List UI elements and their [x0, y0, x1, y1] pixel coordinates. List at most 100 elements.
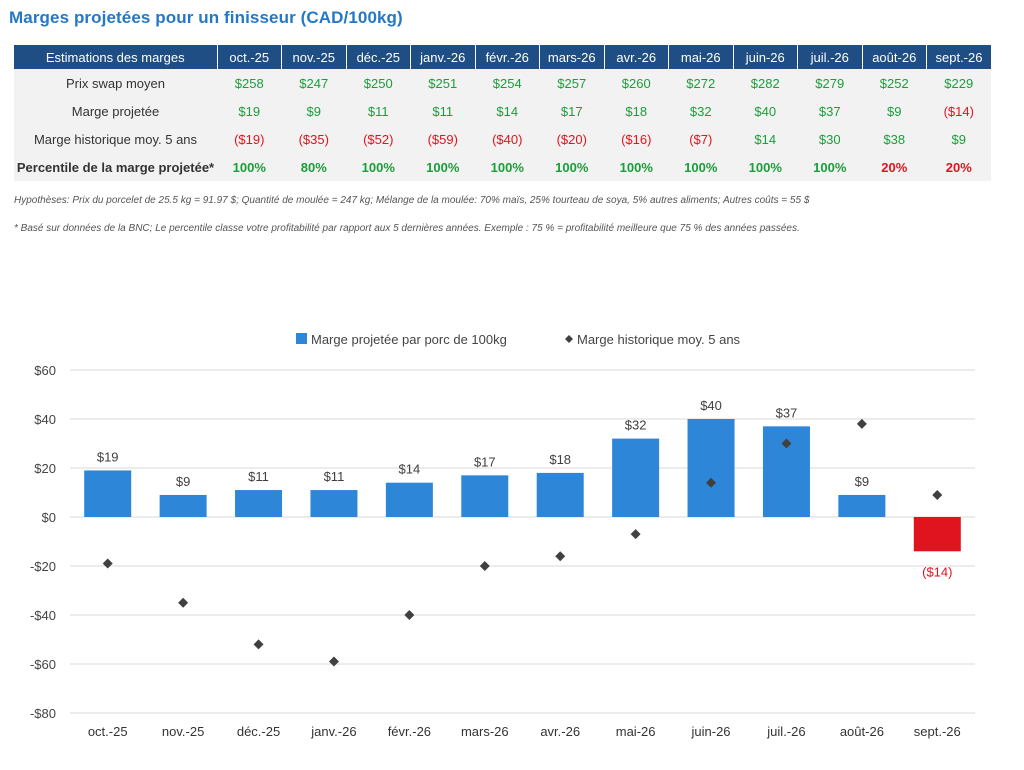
x-tick-label: juin-26 — [691, 724, 731, 739]
table-cell: 100% — [797, 153, 862, 181]
y-tick-label: -$60 — [30, 657, 56, 672]
table-cell: ($19) — [217, 125, 282, 153]
historical-marker — [253, 639, 264, 650]
table-month-header: mai-26 — [668, 45, 734, 69]
x-tick-label: sept.-26 — [914, 724, 961, 739]
x-tick-label: mars-26 — [461, 724, 509, 739]
hypotheses-note: Hypothèses: Prix du porcelet de 25.5 kg … — [14, 195, 810, 206]
legend-marker-label: Marge historique moy. 5 ans — [577, 332, 741, 347]
table-cell: $14 — [475, 97, 540, 125]
historical-marker — [328, 656, 339, 667]
y-tick-label: $60 — [34, 363, 56, 378]
table-cell: 80% — [281, 153, 346, 181]
table-month-header: nov.-25 — [281, 45, 347, 69]
table-cell: $257 — [539, 69, 604, 97]
bar-data-label: $9 — [855, 474, 869, 489]
table-cell: ($40) — [475, 125, 540, 153]
table-cell: ($7) — [668, 125, 733, 153]
table-row: Percentile de la marge projetée* 100% 80% 1… — [14, 153, 991, 181]
table-cell: $30 — [797, 125, 862, 153]
bar — [159, 494, 207, 517]
bar-data-label: $18 — [549, 452, 571, 467]
table-cell: 100% — [539, 153, 604, 181]
table-cell: $14 — [733, 125, 798, 153]
table-month-header: mars-26 — [539, 45, 605, 69]
footnote: * Basé sur données de la BNC; Le percent… — [14, 223, 800, 234]
y-tick-label: -$80 — [30, 706, 56, 721]
table-cell: $19 — [217, 97, 282, 125]
margins-table: Estimations des marges oct.-25 nov.-25 déc… — [14, 45, 991, 181]
table-cell: $9 — [926, 125, 991, 153]
table-cell: 100% — [217, 153, 282, 181]
table-cell: $250 — [346, 69, 411, 97]
y-tick-label: $0 — [42, 510, 56, 525]
table-cell: 20% — [862, 153, 927, 181]
table-cell: ($59) — [410, 125, 475, 153]
table-row-label: Marge historique moy. 5 ans — [14, 125, 217, 153]
bar-data-label: $37 — [776, 405, 798, 420]
bar — [687, 419, 735, 517]
table-cell: $282 — [733, 69, 798, 97]
table-cell: $229 — [926, 69, 991, 97]
bar-data-label: ($14) — [922, 564, 952, 579]
bar-data-label: $32 — [625, 418, 647, 433]
table-cell: ($35) — [281, 125, 346, 153]
table-cell: $9 — [281, 97, 346, 125]
table-row: Prix swap moyen $258 $247 $250 $251 $254 $257 $… — [14, 69, 991, 97]
y-tick-label: -$40 — [30, 608, 56, 623]
table-row-label: Prix swap moyen — [14, 69, 217, 97]
historical-marker — [479, 561, 490, 571]
historical-marker — [404, 610, 415, 620]
table-row: Marge projetée $19 $9 $11 $11 $14 $17 $18 $32 $40… — [14, 97, 991, 125]
table-cell: ($52) — [346, 125, 411, 153]
table-cell: $40 — [733, 97, 798, 125]
y-tick-label: -$20 — [30, 559, 56, 574]
legend-bar-label: Marge projetée par porc de 100kg — [311, 332, 507, 347]
y-tick-label: $20 — [34, 461, 56, 476]
table-row-label: Marge projetée — [14, 97, 217, 125]
table-body: Prix swap moyen $258 $247 $250 $251 $254 $257 $… — [14, 69, 991, 181]
bar-data-label: $14 — [399, 462, 421, 477]
legend-bar-swatch — [296, 333, 307, 344]
table-month-header: janv.-26 — [410, 45, 476, 69]
table-cell: 100% — [475, 153, 540, 181]
table-month-header: févr.-26 — [475, 45, 540, 69]
x-tick-label: avr.-26 — [540, 724, 580, 739]
table-cell: $251 — [410, 69, 475, 97]
table-cell: 100% — [604, 153, 669, 181]
table-cell: $37 — [797, 97, 862, 125]
table-cell: $18 — [604, 97, 669, 125]
historical-marker — [630, 529, 641, 540]
table-month-header: août-26 — [862, 45, 927, 69]
legend-marker-swatch — [565, 335, 573, 343]
table-cell: 100% — [668, 153, 733, 181]
margin-chart: $60 $40 $20 $0 -$20 -$40 -$60 -$80 oct.-25 nov.-2… — [30, 332, 975, 739]
y-tick-label: $40 — [34, 412, 56, 427]
bar — [913, 517, 961, 552]
bar-data-label: $9 — [176, 474, 190, 489]
x-tick-label: mai-26 — [616, 724, 656, 739]
table-corner-header: Estimations des marges — [14, 45, 218, 69]
bar-data-label: $40 — [700, 398, 722, 413]
x-tick-label: nov.-25 — [162, 724, 204, 739]
table-month-header: avr.-26 — [604, 45, 669, 69]
page-title: Marges projetées pour un finisseur (CAD/… — [9, 8, 403, 27]
bar — [536, 472, 584, 517]
table-row-label: Percentile de la marge projetée* — [14, 153, 217, 181]
bar-data-label: $11 — [324, 469, 345, 484]
table-cell: $252 — [862, 69, 927, 97]
historical-marker — [178, 597, 189, 608]
table-cell: $279 — [797, 69, 862, 97]
table-month-header: juin-26 — [733, 45, 798, 69]
bar-data-label: $19 — [97, 449, 119, 464]
table-cell: $11 — [410, 97, 475, 125]
bar-data-label: $11 — [248, 469, 269, 484]
table-header-row: Estimations des marges oct.-25 nov.-25 déc… — [14, 45, 991, 69]
bar — [310, 490, 358, 517]
historical-marker — [856, 418, 867, 429]
bar-data-label: $17 — [474, 454, 496, 469]
x-tick-label: juil.-26 — [766, 724, 805, 739]
historical-marker — [932, 489, 943, 500]
bar — [461, 475, 509, 517]
table-cell: 100% — [410, 153, 475, 181]
